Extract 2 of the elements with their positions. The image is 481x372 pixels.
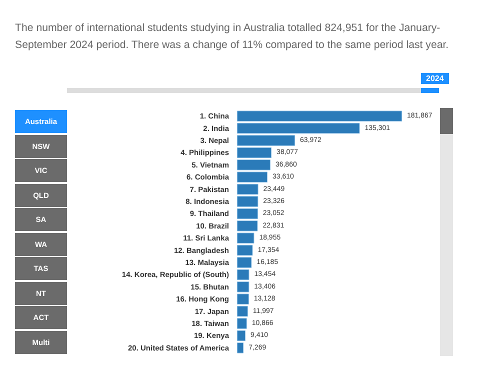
text: 2024 [421, 73, 449, 84]
chart-title: The number of international students studying in Australia totalled 824,951 for the January-September 2024 period. There was a change of 11% compared to the same period last year. [15, 21, 450, 53]
